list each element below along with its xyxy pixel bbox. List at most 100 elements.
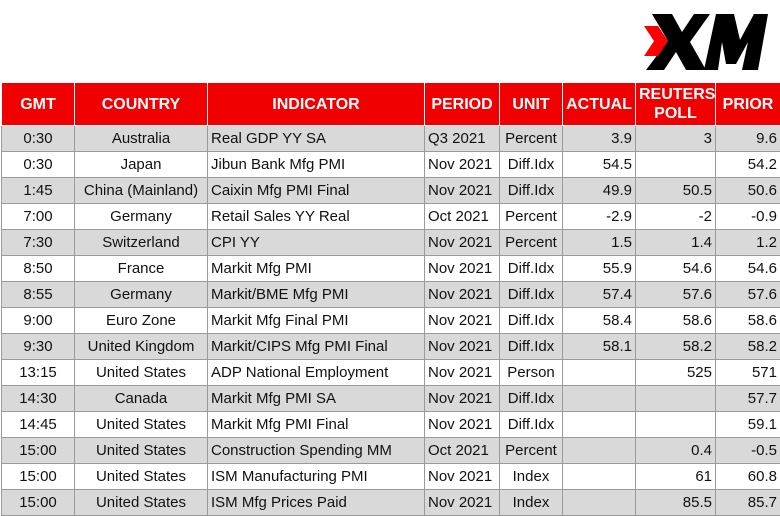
unit-cell: Person [500, 360, 563, 386]
gmt-cell: 7:30 [2, 230, 75, 256]
reuters-poll-cell: 1.4 [636, 230, 716, 256]
header-reuters-poll: REUTERS POLL [636, 83, 716, 126]
unit-cell: Percent [500, 126, 563, 152]
period-cell: Nov 2021 [425, 256, 500, 282]
header-indicator: INDICATOR [208, 83, 425, 126]
actual-cell [563, 490, 636, 516]
unit-cell: Diff.Idx [500, 412, 563, 438]
prior-cell: 58.2 [716, 334, 780, 360]
gmt-cell: 13:15 [2, 360, 75, 386]
indicator-cell: ISM Mfg Prices Paid [208, 490, 425, 516]
indicator-cell: Markit Mfg PMI SA [208, 386, 425, 412]
header-gmt: GMT [2, 83, 75, 126]
prior-cell: 85.7 [716, 490, 780, 516]
prior-cell: 57.7 [716, 386, 780, 412]
indicator-cell: Retail Sales YY Real [208, 204, 425, 230]
prior-cell: 571 [716, 360, 780, 386]
reuters-poll-cell: 58.2 [636, 334, 716, 360]
period-cell: Nov 2021 [425, 386, 500, 412]
reuters-poll-cell [636, 386, 716, 412]
indicator-cell: ADP National Employment [208, 360, 425, 386]
prior-cell: 60.8 [716, 464, 780, 490]
header-actual: ACTUAL [563, 83, 636, 126]
reuters-poll-cell: 50.5 [636, 178, 716, 204]
country-cell: China (Mainland) [75, 178, 208, 204]
prior-cell: -0.5 [716, 438, 780, 464]
actual-cell [563, 464, 636, 490]
prior-cell: 54.2 [716, 152, 780, 178]
country-cell: Germany [75, 204, 208, 230]
actual-cell: 1.5 [563, 230, 636, 256]
gmt-cell: 8:55 [2, 282, 75, 308]
period-cell: Nov 2021 [425, 334, 500, 360]
prior-cell: 50.6 [716, 178, 780, 204]
gmt-cell: 15:00 [2, 464, 75, 490]
indicator-cell: Markit Mfg PMI [208, 256, 425, 282]
unit-cell: Index [500, 490, 563, 516]
reuters-poll-cell: 54.6 [636, 256, 716, 282]
indicator-cell: Real GDP YY SA [208, 126, 425, 152]
actual-cell [563, 360, 636, 386]
unit-cell: Percent [500, 438, 563, 464]
indicator-cell: Jibun Bank Mfg PMI [208, 152, 425, 178]
country-cell: France [75, 256, 208, 282]
reuters-poll-cell [636, 152, 716, 178]
indicator-cell: Markit Mfg Final PMI [208, 308, 425, 334]
country-cell: Switzerland [75, 230, 208, 256]
prior-cell: -0.9 [716, 204, 780, 230]
prior-cell: 58.6 [716, 308, 780, 334]
actual-cell: 54.5 [563, 152, 636, 178]
reuters-poll-cell [636, 412, 716, 438]
actual-cell: 58.4 [563, 308, 636, 334]
unit-cell: Diff.Idx [500, 308, 563, 334]
indicator-cell: Markit/BME Mfg PMI [208, 282, 425, 308]
unit-cell: Percent [500, 230, 563, 256]
period-cell: Nov 2021 [425, 412, 500, 438]
unit-cell: Diff.Idx [500, 334, 563, 360]
reuters-poll-cell: 0.4 [636, 438, 716, 464]
period-cell: Q3 2021 [425, 126, 500, 152]
reuters-poll-cell: 58.6 [636, 308, 716, 334]
country-cell: Australia [75, 126, 208, 152]
gmt-cell: 15:00 [2, 438, 75, 464]
period-cell: Nov 2021 [425, 152, 500, 178]
gmt-cell: 9:30 [2, 334, 75, 360]
period-cell: Nov 2021 [425, 490, 500, 516]
header-unit: UNIT [500, 83, 563, 126]
country-cell: United Kingdom [75, 334, 208, 360]
indicator-cell: CPI YY [208, 230, 425, 256]
gmt-cell: 0:30 [2, 152, 75, 178]
header-prior: PRIOR [716, 83, 780, 126]
header-country: COUNTRY [75, 83, 208, 126]
country-cell: United States [75, 412, 208, 438]
actual-cell [563, 412, 636, 438]
period-cell: Nov 2021 [425, 282, 500, 308]
gmt-cell: 1:45 [2, 178, 75, 204]
unit-cell: Diff.Idx [500, 178, 563, 204]
actual-cell: 55.9 [563, 256, 636, 282]
gmt-cell: 9:00 [2, 308, 75, 334]
gmt-cell: 14:30 [2, 386, 75, 412]
actual-cell [563, 438, 636, 464]
header-row: GMT COUNTRY INDICATOR PERIOD UNIT ACTUAL… [2, 83, 780, 126]
gmt-cell: 7:00 [2, 204, 75, 230]
actual-cell: -2.9 [563, 204, 636, 230]
reuters-poll-cell: -2 [636, 204, 716, 230]
unit-cell: Diff.Idx [500, 282, 563, 308]
reuters-poll-cell: 85.5 [636, 490, 716, 516]
prior-cell: 59.1 [716, 412, 780, 438]
unit-cell: Index [500, 464, 563, 490]
country-cell: Canada [75, 386, 208, 412]
unit-cell: Diff.Idx [500, 256, 563, 282]
